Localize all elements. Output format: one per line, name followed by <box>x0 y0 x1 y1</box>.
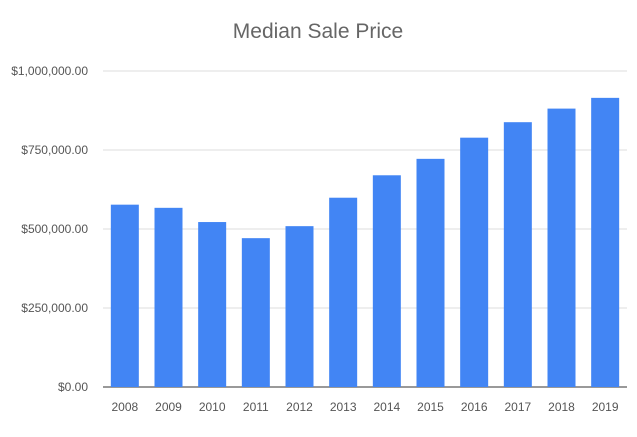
bar-2011 <box>241 238 270 387</box>
y-axis-tick-labels: $0.00 $250,000.00 $500,000.00 $750,000.00 $1… <box>11 64 88 394</box>
x-tick-label: 2016 <box>461 400 488 414</box>
x-tick-label: 2014 <box>373 400 400 414</box>
x-tick-label: 2008 <box>111 400 138 414</box>
x-tick-label: 2013 <box>330 400 357 414</box>
gridlines <box>103 70 627 388</box>
y-tick-label: $500,000.00 <box>21 222 88 236</box>
bar-2018 <box>547 108 576 387</box>
x-tick-label: 2018 <box>548 400 575 414</box>
chart-title: Median Sale Price <box>233 20 403 43</box>
x-tick-label: 2017 <box>504 400 531 414</box>
bar-2016 <box>460 137 489 387</box>
y-tick-label: $250,000.00 <box>21 301 88 315</box>
bar-2009 <box>154 207 183 387</box>
bars <box>110 97 620 388</box>
bar-2008 <box>110 204 139 387</box>
x-tick-label: 2011 <box>243 400 269 414</box>
x-tick-label: 2015 <box>417 400 444 414</box>
bar-2015 <box>416 158 445 387</box>
bar-2012 <box>285 226 314 387</box>
x-tick-label: 2019 <box>592 400 619 414</box>
x-axis-tick-labels: 2008 2009 2010 2011 2012 2013 2014 2015 2016 2017… <box>111 400 618 414</box>
x-tick-label: 2012 <box>286 400 313 414</box>
x-tick-label: 2009 <box>155 400 182 414</box>
bar-2017 <box>503 122 532 387</box>
bar-2019 <box>591 97 620 388</box>
bar-2013 <box>329 197 358 387</box>
y-tick-label: $0.00 <box>58 380 88 394</box>
bar-2010 <box>198 222 227 387</box>
x-tick-label: 2010 <box>199 400 226 414</box>
bar-2014 <box>372 175 401 387</box>
y-tick-label: $750,000.00 <box>21 143 88 157</box>
y-tick-label: $1,000,000.00 <box>11 64 88 78</box>
